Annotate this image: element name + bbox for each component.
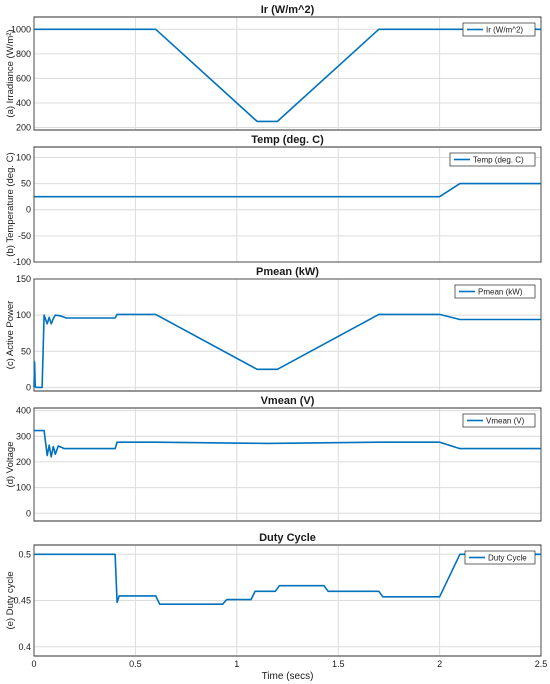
series-line <box>34 553 541 606</box>
y-tick-label: 800 <box>16 49 31 59</box>
legend-box <box>462 22 536 37</box>
chart-title: Pmean (kW) <box>256 266 319 278</box>
legend-entry: Duty Cycle <box>488 554 527 563</box>
y-tick-label: 600 <box>16 73 31 83</box>
y-axis-label: (c) Active Power <box>5 301 16 370</box>
legend: Duty Cycle <box>464 550 536 565</box>
plot-area <box>33 407 542 522</box>
legend-entry: Ir (W/m^2) <box>486 26 523 35</box>
plot-frame <box>33 407 542 522</box>
chart-title: Ir (W/m^2) <box>261 4 315 16</box>
plot-frame <box>33 278 542 392</box>
y-tick-label: 100 <box>16 310 31 320</box>
legend: Temp (deg. C) <box>449 152 536 167</box>
y-tick-label: 200 <box>16 457 31 467</box>
y-tick-label: 0 <box>26 382 31 392</box>
y-tick-label: 1000 <box>11 24 31 34</box>
series-line <box>34 28 541 123</box>
legend: Vmean (V) <box>462 413 536 428</box>
x-tick-label: 1 <box>234 659 239 669</box>
legend-box <box>464 550 536 565</box>
x-tick-label: 0.5 <box>129 659 142 669</box>
x-tick-label: 2 <box>437 659 442 669</box>
chart-title: Duty Cycle <box>259 532 316 544</box>
y-tick-label: -100 <box>13 257 31 267</box>
chart-title: Vmean (V) <box>261 395 315 407</box>
legend: Ir (W/m^2) <box>462 22 536 37</box>
y-tick-label: -50 <box>18 231 31 241</box>
plot-frame <box>33 146 542 263</box>
x-axis-label: Time (secs) <box>262 671 314 682</box>
chart-panel-3: 0 50 100 150 Pmean (kW) (c) Active Power Pmean… <box>5 266 542 392</box>
y-tick-label: 400 <box>16 98 31 108</box>
y-tick-label: 0.4 <box>18 642 31 652</box>
y-tick-label: 0 <box>26 205 31 215</box>
chart-panel-5: 0.4 0.45 0.5 Duty Cycle (e) Duty cycle Duty C… <box>5 532 547 682</box>
y-tick-label: 0 <box>26 508 31 518</box>
y-tick-label: 50 <box>21 179 31 189</box>
y-tick-label: 100 <box>16 483 31 493</box>
chart-title: Temp (deg. C) <box>251 134 324 146</box>
y-tick-label: 50 <box>21 346 31 356</box>
series-line <box>34 429 541 458</box>
y-tick-label: 400 <box>16 406 31 416</box>
legend-entry: Vmean (V) <box>486 417 525 426</box>
chart-panel-1: 200 400 600 800 1000 Ir (W/m^2) (a) Irradiance… <box>5 4 542 133</box>
plot-frame <box>33 16 542 131</box>
y-tick-label: 100 <box>16 152 31 162</box>
y-axis-label: (b) Temperature (deg. C) <box>5 152 16 256</box>
plot-frame <box>33 544 542 657</box>
x-tick-label: 0 <box>31 659 36 669</box>
legend-box <box>454 284 536 299</box>
y-tick-label: 200 <box>16 123 31 133</box>
y-axis-label: (e) Duty cycle <box>5 571 16 629</box>
series-line <box>33 313 541 389</box>
chart-panel-4: 0 100 200 300 400 Vmean (V) (d) Voltage Vmean (… <box>5 395 542 522</box>
y-tick-label: 150 <box>16 274 31 284</box>
y-axis-label: (d) Voltage <box>5 442 16 488</box>
legend-entry: Temp (deg. C) <box>473 156 524 165</box>
legend: Pmean (kW) <box>454 284 536 299</box>
legend-box <box>462 413 536 428</box>
y-tick-label: 300 <box>16 431 31 441</box>
y-axis-label: (a) Irradiance (W/m²) <box>5 29 16 117</box>
chart-panel-2: -100 -50 0 50 100 Temp (deg. C) (b) Temperatur… <box>5 134 542 267</box>
legend-entry: Pmean (kW) <box>478 288 523 297</box>
y-tick-label: 0.45 <box>13 596 31 606</box>
legend-box <box>449 152 536 167</box>
x-tick-label: 2.5 <box>535 659 548 669</box>
series-line <box>34 182 541 198</box>
x-tick-label: 1.5 <box>332 659 345 669</box>
y-tick-label: 0.5 <box>18 549 31 559</box>
